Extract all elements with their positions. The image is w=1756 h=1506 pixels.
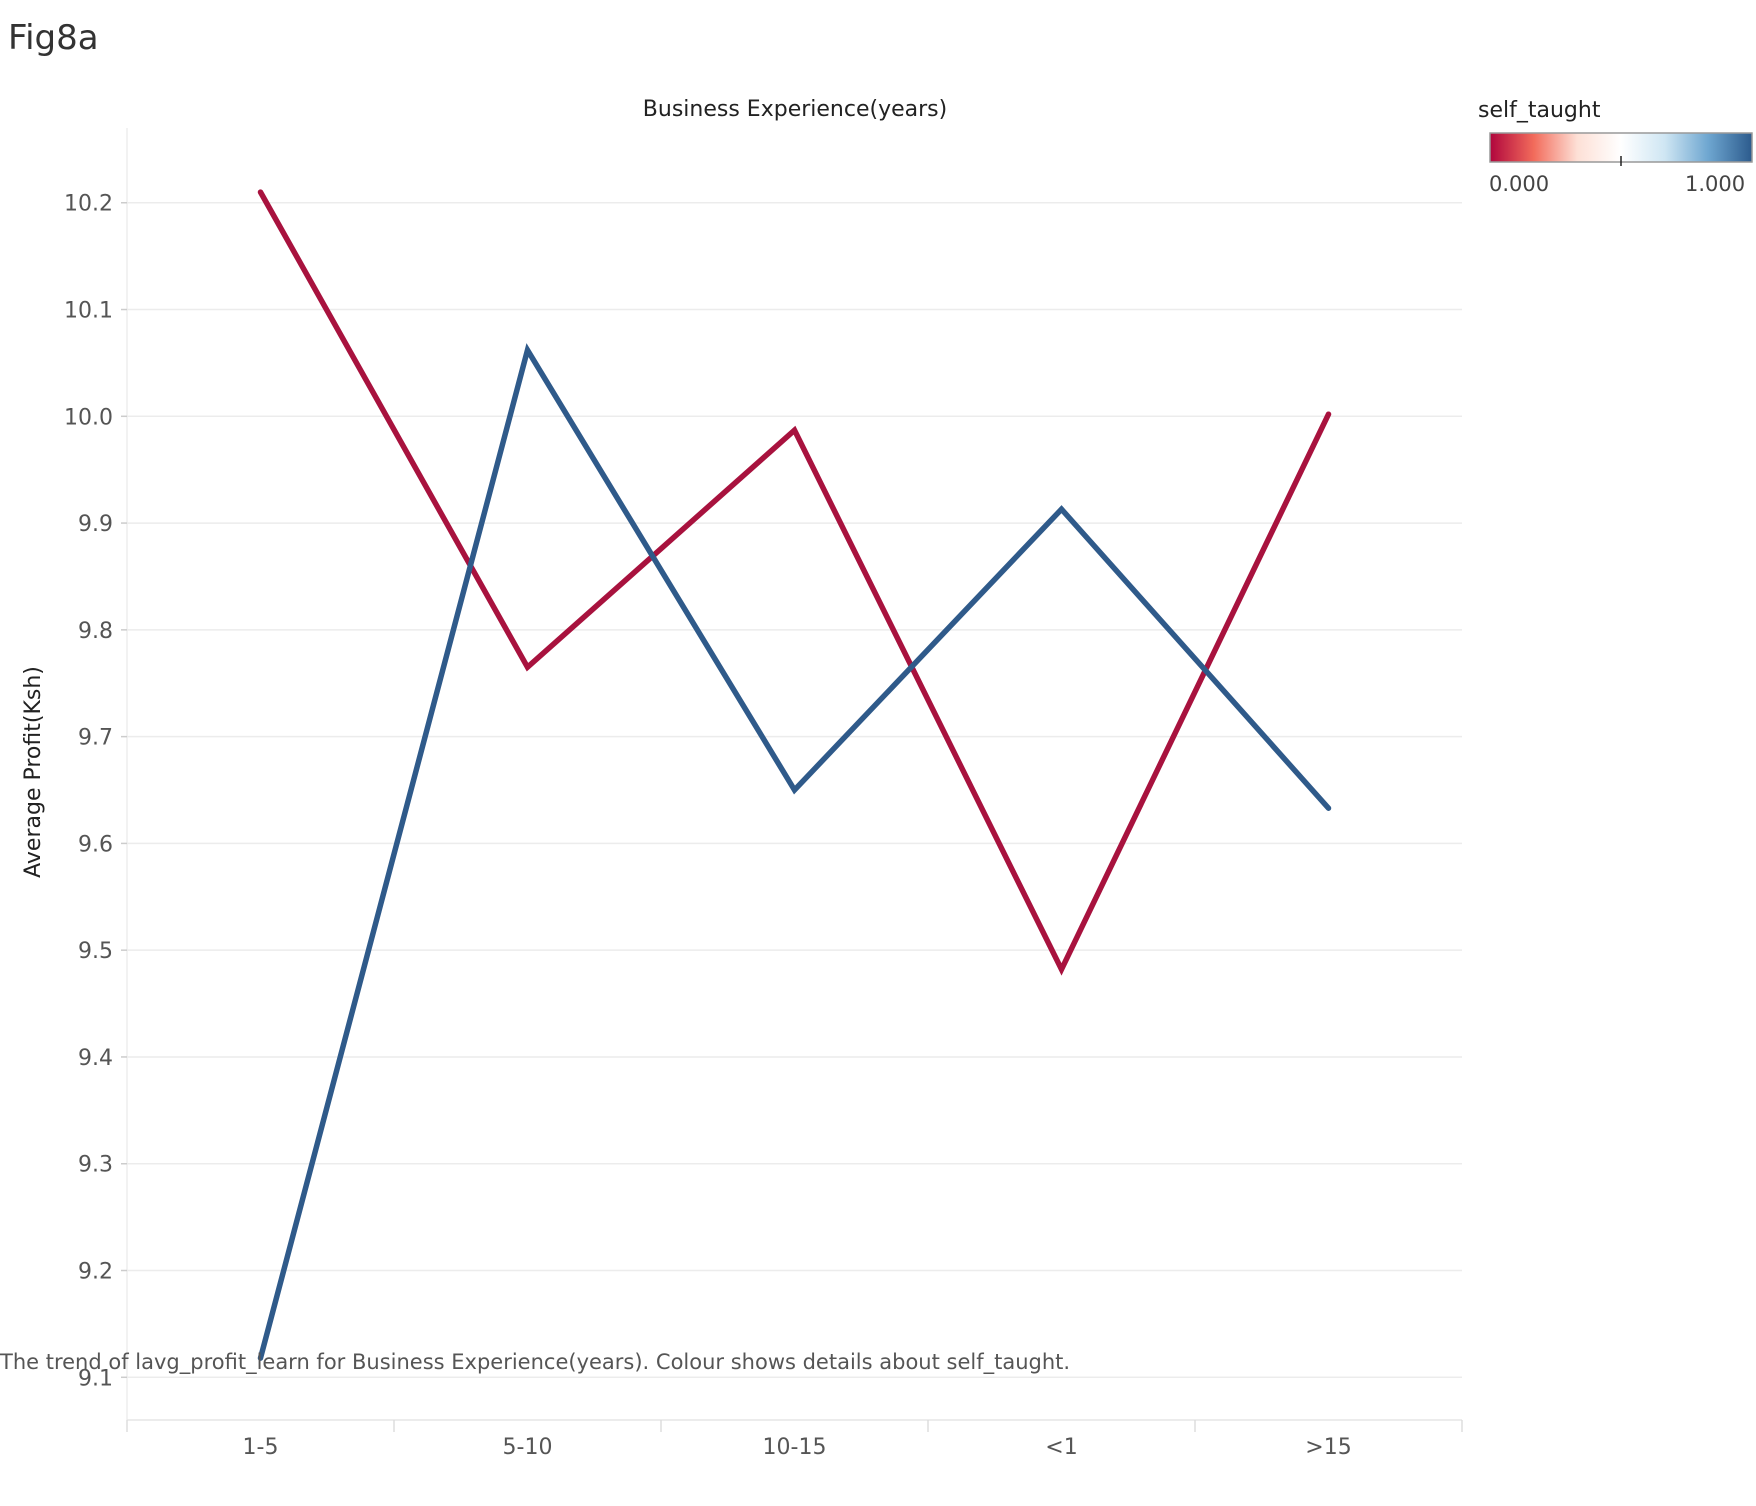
data-point-self-taught-0[interactable]: [1326, 411, 1331, 417]
y-tick-label: 9.2: [78, 1260, 113, 1285]
y-tick-label: 10.2: [64, 192, 113, 217]
y-tick-label: 9.4: [78, 1046, 113, 1071]
chart-caption: The trend of lavg_profit_learn for Busin…: [0, 1350, 1071, 1374]
data-point-self-taught-1[interactable]: [525, 347, 530, 353]
data-point-self-taught-0[interactable]: [792, 427, 797, 433]
page-title: Fig8a: [8, 18, 99, 58]
chart-title: Business Experience(years): [643, 97, 947, 122]
y-tick-label: 9.8: [78, 619, 113, 644]
data-point-self-taught-1[interactable]: [258, 1355, 263, 1361]
y-tick-label: 9.9: [78, 512, 113, 537]
x-tick-label: 1-5: [243, 1435, 279, 1460]
y-tick-label: 10.0: [64, 405, 113, 430]
y-tick-label: 9.5: [78, 939, 113, 964]
data-point-self-taught-1[interactable]: [1326, 805, 1331, 811]
y-tick-label: 9.6: [78, 832, 113, 857]
series-line-self-taught-0[interactable]: [257, 189, 1332, 976]
data-point-self-taught-0[interactable]: [525, 664, 530, 670]
data-point-self-taught-1[interactable]: [1059, 506, 1064, 512]
data-point-self-taught-0[interactable]: [1059, 966, 1064, 972]
y-tick-label: 9.1: [78, 1366, 113, 1391]
x-tick-label: <1: [1045, 1435, 1077, 1460]
y-axis-label: Average Profit(Ksh): [21, 666, 46, 878]
x-tick-label: 5-10: [503, 1435, 553, 1460]
data-point-self-taught-1[interactable]: [792, 787, 797, 793]
y-tick-label: 10.1: [64, 299, 113, 324]
x-tick-label: 10-15: [763, 1435, 827, 1460]
data-point-self-taught-0[interactable]: [258, 189, 263, 195]
legend-color-bar: [1489, 132, 1753, 163]
x-tick-label: >15: [1305, 1435, 1351, 1460]
series-line-self-taught-1[interactable]: [257, 343, 1332, 1361]
legend-max-label: 1.000: [1685, 172, 1746, 196]
legend-min-label: 0.000: [1489, 172, 1550, 196]
y-tick-label: 9.7: [78, 726, 113, 751]
y-tick-label: 9.3: [78, 1153, 113, 1178]
legend-title: self_taught: [1478, 98, 1601, 123]
